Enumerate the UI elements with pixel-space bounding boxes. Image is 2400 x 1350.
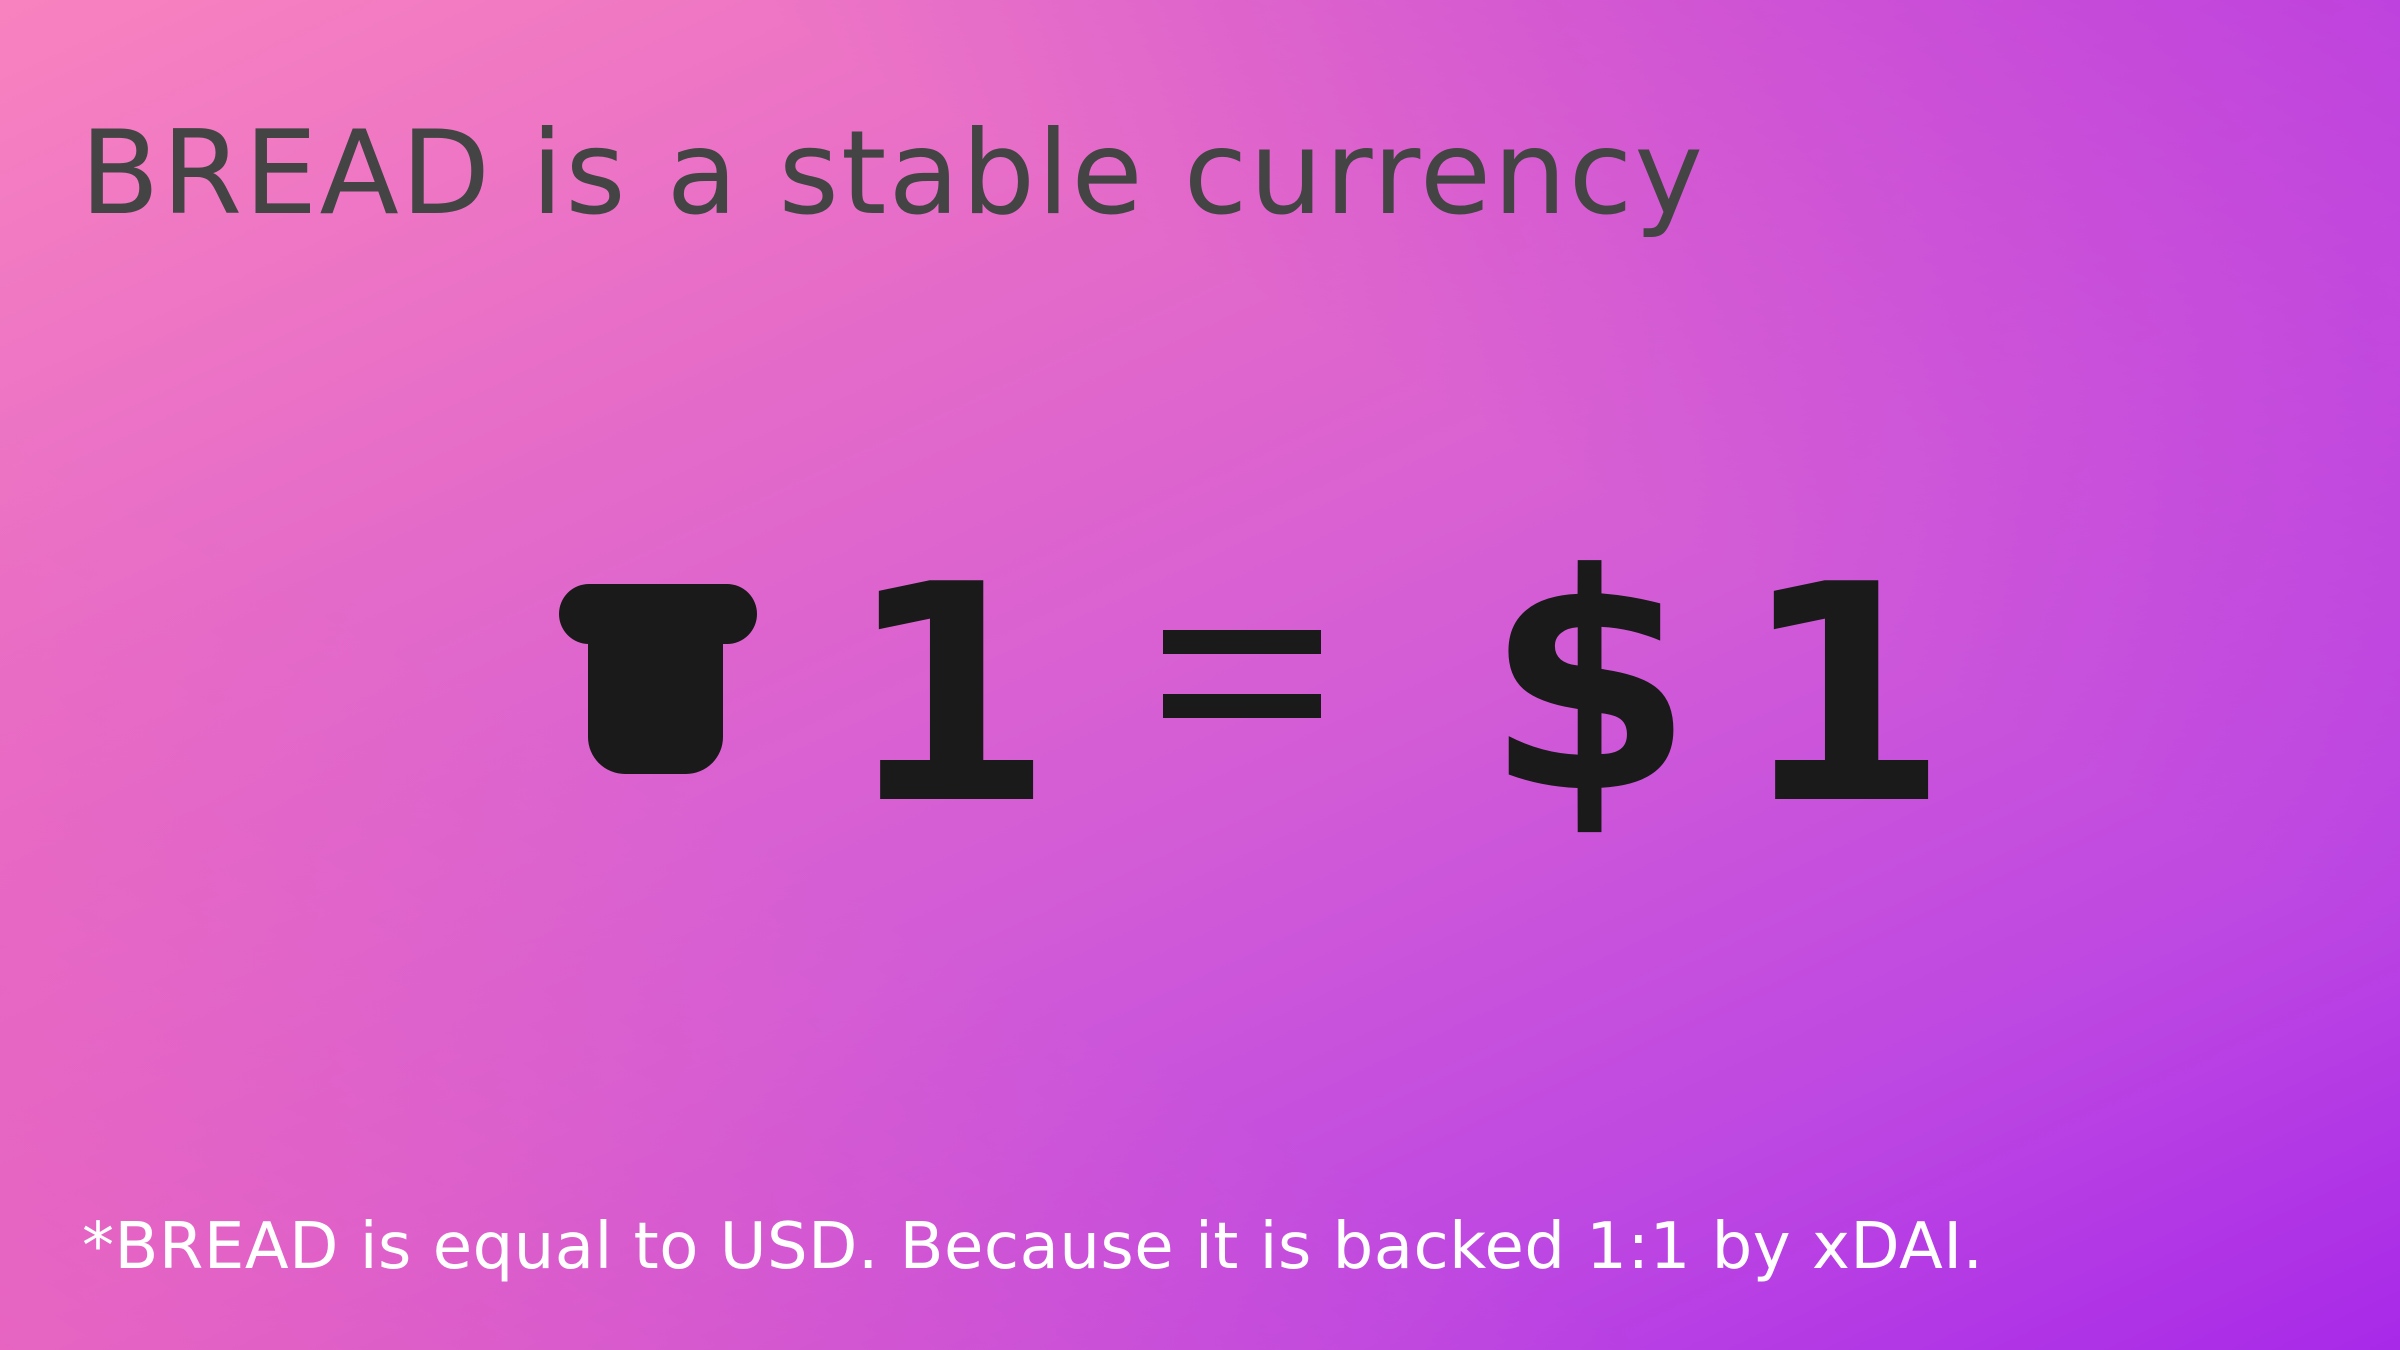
bread-icon [559,584,757,774]
slide-title: BREAD is a stable currency [80,106,1706,241]
dollar-sign: $ [1485,510,1694,859]
equals-sign [1163,630,1321,718]
bread-amount: 1 [845,521,1054,870]
footnote: *BREAD is equal to USD. Because it is ba… [82,1210,1984,1284]
usd-amount: 1 [1740,521,1949,870]
exchange-equation: 1 $ 1 [555,535,1949,846]
